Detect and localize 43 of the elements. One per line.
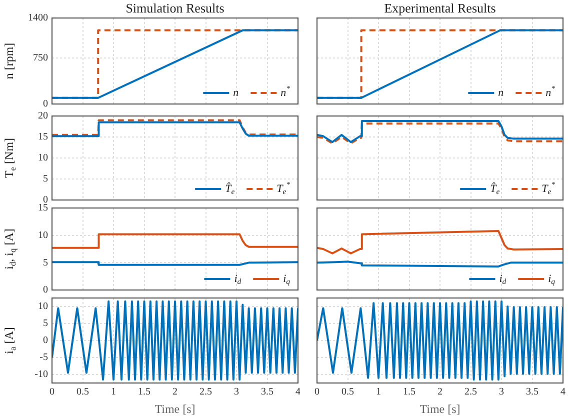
y-axis-title: ia [A]: [2, 327, 18, 354]
y-tick-label: 10: [38, 301, 48, 312]
y-tick-label: 20: [38, 110, 48, 122]
y-axis-title: id, iq [A]: [2, 228, 18, 270]
chart-title: Experimental Results: [384, 0, 496, 16]
x-tick-label: 1: [111, 386, 116, 398]
x-axis-title: Time [s]: [154, 402, 196, 416]
x-tick-label: 2.5: [464, 386, 477, 398]
y-tick-label: 750: [33, 52, 48, 64]
x-tick-label: 2.5: [200, 386, 212, 398]
x-tick-label: 1: [376, 386, 381, 398]
y-tick-label: 5: [43, 318, 48, 330]
y-tick-label: -5: [40, 352, 48, 364]
x-axis-title: Time [s]: [420, 402, 460, 416]
x-tick-label: 3.5: [526, 386, 538, 398]
x-tick-label: 4: [560, 386, 566, 398]
y-tick-label: 0: [43, 98, 48, 110]
y-tick-label: 10: [38, 152, 48, 164]
y-tick-label: -10: [34, 369, 48, 380]
y-tick-label: 0: [43, 284, 48, 296]
y-tick-label: 15: [38, 202, 48, 214]
x-tick-label: 1.5: [138, 386, 150, 398]
x-tick-label: 0.5: [76, 386, 89, 398]
y-tick-label: 10: [38, 230, 48, 241]
x-tick-label: 4: [296, 386, 300, 398]
y-axis-title: Te [Nm]: [2, 138, 18, 178]
y-tick-label: 15: [38, 132, 48, 143]
chart-title: Simulation Results: [126, 0, 224, 16]
x-tick-label: 3.5: [261, 386, 274, 398]
y-tick-label: 0: [43, 335, 48, 346]
x-tick-label: 3: [499, 386, 504, 398]
x-tick-label: 3: [234, 386, 239, 398]
legend-label: n: [498, 86, 504, 99]
x-tick-label: 2: [172, 386, 178, 398]
x-tick-label: 1.5: [403, 386, 416, 398]
x-tick-label: 0.5: [342, 386, 354, 398]
y-axis-title: n [rpm]: [2, 42, 16, 80]
legend-label: n: [233, 86, 240, 99]
y-tick-label: 1400: [28, 12, 48, 24]
y-tick-label: 5: [43, 174, 48, 185]
x-tick-label: 0: [314, 386, 320, 398]
x-tick-label: 2: [438, 386, 442, 398]
y-tick-label: 5: [43, 257, 48, 268]
